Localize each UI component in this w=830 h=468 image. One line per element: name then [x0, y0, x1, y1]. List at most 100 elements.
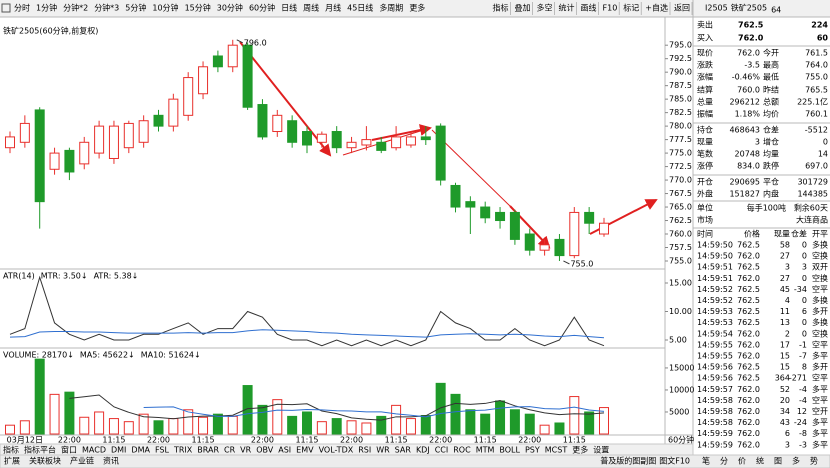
candle-body: [257, 104, 268, 138]
candle-body: [569, 211, 580, 257]
period-tab[interactable]: 5分钟: [125, 3, 146, 13]
volume-bar: [94, 411, 105, 435]
quote-label: 最低: [763, 72, 779, 82]
indicator-tab[interactable]: VOL-TDX: [319, 446, 354, 455]
toolbar-button[interactable]: 画线: [581, 3, 597, 13]
indicator-tab[interactable]: 窗口: [61, 445, 77, 455]
y-tick-label: 782.5: [669, 108, 692, 117]
period-tab[interactable]: 1分钟: [36, 3, 57, 13]
quote-value: 760.1: [805, 110, 828, 119]
indicator-tab[interactable]: BRAR: [197, 446, 219, 455]
period-tab[interactable]: 15分钟: [185, 3, 211, 13]
quote-label: 结算: [697, 85, 713, 95]
side-tab[interactable]: 价: [738, 457, 746, 466]
quote-label: 现价: [697, 49, 713, 58]
side-tab[interactable]: 多: [792, 456, 800, 466]
indicator-tab[interactable]: 指标: [3, 445, 19, 455]
side-tab[interactable]: 笔: [702, 456, 710, 466]
period-tab[interactable]: 分钟*2: [63, 3, 88, 13]
toolbar-button[interactable]: 叠加: [515, 3, 531, 13]
quote-value: 761.5: [805, 49, 828, 58]
y-tick-label: 15.00: [669, 278, 692, 287]
quote-label: 涨跌: [697, 60, 713, 70]
footer-item[interactable]: 图文F10: [659, 456, 690, 466]
period-tab[interactable]: 日线: [281, 3, 297, 13]
trade-cell: 空平: [812, 284, 828, 294]
indicator-tab[interactable]: VR: [240, 446, 251, 455]
quote-label: 涨幅: [697, 72, 713, 82]
indicator-tab[interactable]: MACD: [82, 446, 106, 455]
indicator-tab[interactable]: MTM: [476, 446, 495, 455]
volume-bar: [584, 411, 595, 435]
candle-body: [316, 133, 327, 143]
trade-cell: 14:59:51: [697, 263, 733, 272]
indicator-tab[interactable]: WR: [376, 446, 390, 455]
toolbar-button[interactable]: 返回: [674, 4, 690, 13]
toolbar-button[interactable]: 统计: [559, 3, 575, 13]
quote-label: 总额: [763, 97, 779, 107]
volume-bar: [79, 416, 90, 435]
indicator-tab[interactable]: ASI: [278, 446, 291, 455]
indicator-tab[interactable]: DMI: [111, 446, 126, 455]
indicator-tab[interactable]: CR: [224, 446, 236, 455]
toolbar-button[interactable]: F10: [603, 4, 618, 13]
indicator-tab[interactable]: FSL: [155, 446, 170, 455]
legend-entry: MA10: 51624↓: [141, 351, 201, 360]
period-tab[interactable]: 多周期: [379, 3, 403, 13]
side-tab[interactable]: 统: [756, 456, 764, 466]
indicator-tab[interactable]: PSY: [525, 446, 540, 455]
quote-value: 151827: [729, 190, 760, 199]
indicator-tab[interactable]: KDJ: [416, 446, 430, 455]
indicator-tab[interactable]: MCST: [545, 446, 568, 455]
period-tab[interactable]: 分钟*3: [94, 3, 119, 13]
volume-bar: [495, 400, 506, 435]
period-tab[interactable]: 周线: [303, 3, 319, 13]
trade-cell: -24: [794, 418, 807, 427]
bottom-tab[interactable]: 资讯: [103, 456, 119, 466]
bottom-tab[interactable]: 扩展: [4, 456, 20, 466]
x-tick-label: 22:00: [518, 436, 541, 445]
toolbar-button[interactable]: +自选: [645, 3, 668, 13]
period-tab[interactable]: 分时: [14, 3, 30, 13]
candle-body: [450, 184, 461, 208]
volume-bar: [346, 420, 357, 435]
indicator-tab[interactable]: 设置: [593, 445, 609, 455]
indicator-tab[interactable]: CCI: [435, 446, 449, 455]
side-tab[interactable]: 势: [810, 456, 818, 466]
indicator-tab[interactable]: 指标平台: [24, 445, 56, 455]
trade-cell: 14:59:53: [697, 318, 733, 327]
footer-item[interactable]: 普及版的图副图: [600, 456, 656, 466]
toolbar-button[interactable]: 多空: [537, 3, 553, 13]
trade-cell: 3: [802, 263, 807, 272]
y-tick-label: 772.5: [669, 162, 692, 171]
trade-cell: 11: [780, 307, 790, 316]
indicator-tab[interactable]: 更多: [572, 445, 588, 455]
indicator-tab[interactable]: RSI: [358, 446, 371, 455]
indicator-tab[interactable]: BOLL: [499, 446, 520, 455]
quote-label: 最高: [763, 60, 779, 70]
trade-cell: 27: [780, 252, 790, 261]
indicator-tab[interactable]: SAR: [395, 446, 412, 455]
side-tab[interactable]: 分: [720, 457, 728, 466]
side-tab[interactable]: 图: [774, 457, 782, 466]
toolbar-button[interactable]: 指标: [493, 3, 509, 13]
indicator-tab[interactable]: TRIX: [173, 446, 193, 455]
trade-cell: 762.5: [737, 363, 760, 372]
indicator-tab[interactable]: EMV: [296, 446, 314, 455]
indicator-tab[interactable]: OBV: [256, 446, 274, 455]
period-tab[interactable]: 30分钟: [217, 3, 243, 13]
toolbar-icon[interactable]: [1, 3, 11, 13]
bottom-tab[interactable]: 产业链: [70, 456, 94, 466]
trade-cell: 0: [802, 318, 807, 327]
period-tab[interactable]: 月线: [325, 3, 341, 13]
indicator-tab[interactable]: DMA: [131, 446, 150, 455]
period-tab[interactable]: 60分钟: [249, 3, 275, 13]
indicator-tab[interactable]: ROC: [453, 446, 471, 455]
toolbar-button[interactable]: 标记: [623, 3, 639, 13]
y-tick-label: 5.00: [669, 335, 687, 344]
period-tab[interactable]: 45日线: [347, 3, 373, 13]
bottom-tab[interactable]: 关联板块: [29, 456, 61, 466]
trade-cell: 14:59:51: [697, 274, 733, 283]
period-tab[interactable]: 10分钟: [152, 3, 178, 13]
period-tab[interactable]: 更多: [409, 3, 425, 13]
